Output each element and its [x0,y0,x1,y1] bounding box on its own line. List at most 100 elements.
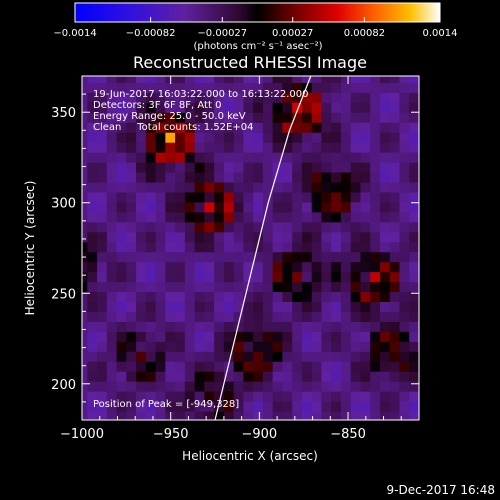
heatmap-cell [311,281,323,293]
heatmap-cell [370,162,381,173]
heatmap-cell [204,301,215,312]
heatmap-cell [370,241,381,253]
heatmap-cell [409,102,419,113]
heatmap-cell [331,201,342,213]
heatmap-cell [321,142,332,153]
heatmap-cell [282,410,293,420]
heatmap-cell [292,82,303,93]
heatmap-cell [340,112,352,123]
heatmap-cell [165,271,176,283]
heatmap-cell [223,132,235,143]
heatmap-cell [155,132,166,143]
heatmap-cell [340,152,352,163]
heatmap-cell [272,291,284,303]
heatmap-cell [379,251,391,263]
heatmap-cell [340,371,352,382]
heatmap-cell [116,331,127,342]
heatmap-cell [97,181,108,193]
heatmap-cell [155,311,166,322]
heatmap-cell [370,321,381,332]
heatmap-cell [223,301,235,312]
heatmap-cell [87,331,98,342]
heatmap-cell [399,311,410,322]
heatmap-cell [82,311,88,322]
heatmap-cell [340,102,352,113]
heatmap-cell [87,301,98,312]
heatmap-cell [360,152,371,163]
heatmap-cell [311,321,323,332]
heatmap-cell [331,191,342,203]
heatmap-cell [136,211,147,223]
heatmap-cell [145,162,157,173]
heatmap-cell [145,171,157,183]
heatmap-cell [87,82,98,93]
heatmap-cell [87,162,98,173]
heatmap-cell [136,142,147,153]
heatmap-cell [97,381,108,392]
heatmap-cell [360,102,371,113]
heatmap-cell [184,221,196,233]
heatmap-cell [399,211,410,223]
y-axis-label: Heliocentric Y (arcsec) [23,181,37,316]
heatmap-cell [272,181,284,193]
heatmap-cell [106,152,118,163]
heatmap-cell [87,410,98,420]
heatmap-cell [389,311,401,322]
heatmap-cell [97,162,108,173]
heatmap-cell [155,142,166,153]
heatmap-cell [136,122,147,133]
heatmap-cell [311,271,323,283]
heatmap-cell [233,251,245,263]
heatmap-cell [331,82,342,93]
heatmap-cell [301,112,313,123]
heatmap-cell [233,152,245,163]
heatmap-cell [253,201,264,213]
heatmap-cell [350,261,362,273]
heatmap-cell [321,112,332,123]
heatmap-cell [379,271,391,283]
heatmap-cell [419,252,429,263]
heatmap-cell [272,321,284,332]
heatmap-cell [429,62,439,73]
heatmap-cell [429,301,439,312]
heatmap-cell [175,231,186,243]
heatmap-cell [87,152,98,163]
heatmap-cell [223,122,235,133]
heatmap-cell [243,291,254,303]
colorbar-tick-label: 0.00027 [272,28,313,39]
heatmap-cell [145,82,157,93]
heatmap-cell [321,261,332,273]
heatmap-cell [97,241,108,253]
heatmap-cell [136,152,147,163]
heatmap-cell [223,261,235,273]
heatmap-cell [409,400,419,412]
heatmap-cell [282,291,293,303]
heatmap-cell [390,421,400,432]
heatmap-cell [360,231,371,243]
heatmap-cell [175,400,186,412]
heatmap-cell [370,381,381,392]
heatmap-cell [116,142,127,153]
heatmap-cell [233,321,245,332]
heatmap-cell [429,401,439,412]
heatmap-cell [253,400,264,412]
heatmap-cell [136,171,147,183]
heatmap-cell [184,231,196,243]
heatmap-cell [253,291,264,303]
heatmap-cell [243,82,254,93]
heatmap-cell [204,181,215,193]
heatmap-cell [399,112,410,123]
heatmap-cell [409,82,419,93]
heatmap-cell [175,271,186,283]
heatmap-cell [145,410,157,420]
heatmap-cell [409,281,419,293]
heatmap-cell [311,400,323,412]
heatmap-cell [262,211,274,223]
heatmap-cell [409,142,419,153]
heatmap-cell [136,221,147,233]
heatmap-cell [389,132,401,143]
heatmap-cell [68,242,78,253]
heatmap-cell [136,361,147,372]
heatmap-cell [175,261,186,273]
heatmap-cell [370,112,381,123]
